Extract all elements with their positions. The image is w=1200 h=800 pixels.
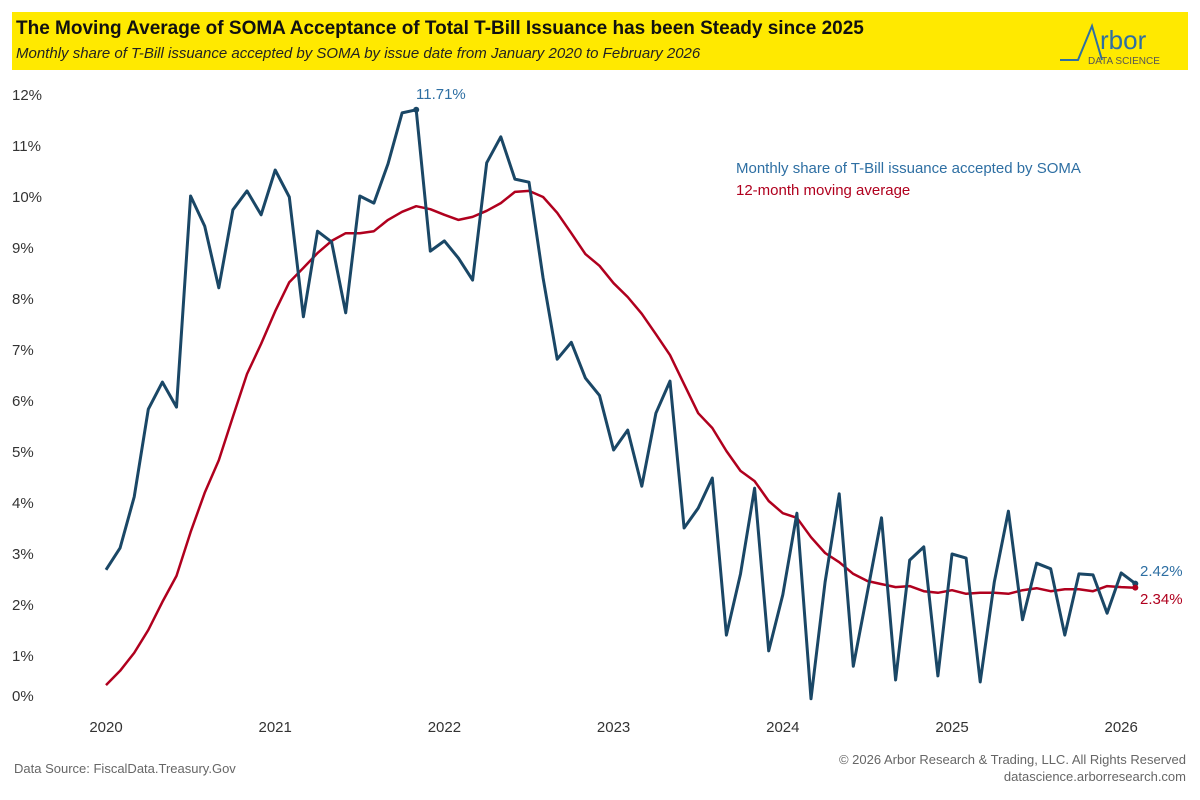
x-tick-label: 2021	[259, 719, 292, 736]
peak-point	[413, 106, 420, 113]
last-monthly-label: 2.42%	[1140, 563, 1183, 580]
x-tick-label: 2022	[428, 719, 461, 736]
y-tick-label: 6%	[12, 393, 34, 410]
peak-label: 11.71%	[416, 86, 466, 103]
y-tick-label: 11%	[12, 138, 41, 155]
y-tick-label: 7%	[12, 342, 34, 359]
header-banner: The Moving Average of SOMA Acceptance of…	[12, 12, 1188, 70]
y-tick-label: 4%	[12, 495, 34, 512]
y-tick-label: 5%	[12, 444, 34, 461]
y-tick-label: 8%	[12, 291, 34, 308]
x-tick-label: 2025	[935, 719, 968, 736]
legend-moving-average: 12-month moving average	[736, 182, 911, 199]
y-tick-label: 10%	[12, 189, 42, 206]
svg-text:DATA SCIENCE: DATA SCIENCE	[1088, 56, 1160, 67]
moving-average-line	[105, 189, 1136, 686]
last-average-point	[1132, 584, 1139, 591]
y-axis: 0% 1% 2% 3% 4% 5% 6% 7% 8% 9% 10% 11% 12%	[12, 87, 42, 705]
copyright: © 2026 Arbor Research & Trading, LLC. Al…	[838, 752, 1186, 767]
arbor-logo: rbor DATA SCIENCE	[1060, 22, 1160, 67]
y-tick-label: 1%	[12, 648, 34, 665]
data-source: Data Source: FiscalData.Treasury.Gov	[14, 761, 236, 776]
y-tick-label: 9%	[12, 240, 34, 257]
x-tick-label: 2023	[597, 719, 630, 736]
x-axis: 2020 2021 2022 2023 2024 2025 2026	[89, 719, 1138, 736]
legend-monthly: Monthly share of T-Bill issuance accepte…	[736, 160, 1081, 177]
y-tick-label: 12%	[12, 87, 42, 104]
y-tick-label: 3%	[12, 546, 34, 563]
y-tick-label: 2%	[12, 597, 34, 614]
website: datascience.arborresearch.com	[1003, 769, 1186, 784]
x-tick-label: 2024	[766, 719, 799, 736]
svg-text:rbor: rbor	[1100, 25, 1147, 55]
monthly-share-line	[104, 108, 1137, 701]
chart-title: The Moving Average of SOMA Acceptance of…	[16, 18, 864, 39]
x-tick-label: 2026	[1105, 719, 1138, 736]
chart-subtitle: Monthly share of T-Bill issuance accepte…	[16, 45, 701, 62]
last-average-label: 2.34%	[1140, 591, 1183, 608]
y-tick-label: 0%	[12, 688, 34, 705]
x-tick-label: 2020	[89, 719, 122, 736]
